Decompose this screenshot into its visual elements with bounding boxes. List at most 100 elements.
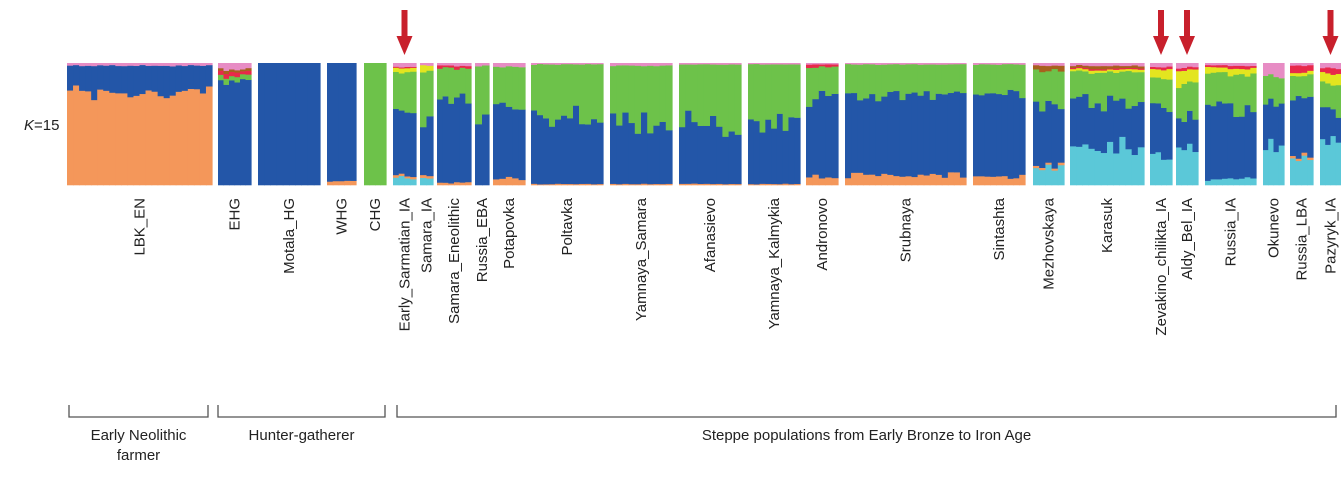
bar-segment-blue [327,63,334,182]
bar-segment-pink [984,63,991,65]
bar-segment-orange [549,183,556,186]
bar-segment-green [935,64,943,94]
bar-segment-blue [1181,121,1188,151]
bar-segment-red [1233,65,1240,69]
bar-segment-pink [193,63,201,66]
bar-segment-red [1192,67,1199,70]
bar-segment-red [240,71,247,75]
population-block-poltavka [531,63,604,186]
bar-segment-orange [404,176,411,179]
bar-segment-green [1335,84,1341,118]
bar-segment-yellow [1176,70,1183,89]
k-label-prefix: K [24,117,35,134]
bar-segment-orange [205,86,213,186]
bar-segment-green [1244,76,1251,106]
bar-segment-blue [454,97,461,183]
bar-segment-green [404,71,411,113]
bar-segment-blue [641,112,648,184]
k-label-suffix: =15 [34,117,59,134]
bar-segment-cyan [1150,153,1157,186]
bar-segment-blue [67,65,74,91]
bar-segment-orange [825,177,833,186]
bar-segment-cyan [1263,149,1269,186]
bar-segment-pink [1131,63,1139,66]
bar-segment-green [748,63,755,120]
group-bracket-2: Hunter-gatherer [217,405,386,444]
bar-segment-red [218,70,225,75]
population-label-yamnaya-samara: Yamnaya_Samara [633,197,650,321]
bar-segment-green [1013,64,1020,92]
bar-segment-blue [1107,95,1114,142]
bar-segment-red [1094,68,1102,71]
bar-segment-orange [881,173,888,186]
bar-segment-green [1150,77,1157,104]
bar-segment-orange [628,183,636,186]
bar-segment-green [437,68,444,100]
bar-segment-blue [245,79,252,186]
group-brackets-layer: Early Neolithic farmer Hunter-gatherer Step… [68,405,1337,464]
bar-segment-orange [941,177,949,186]
bar-segment-orange [728,183,736,186]
bar-segment-blue [1244,104,1251,178]
bar-segment-orange [151,91,159,186]
bar-segment-orange [857,172,864,186]
bar-segment-blue [973,94,980,177]
bar-segment-blue [782,130,790,184]
bar-segment-blue [1019,97,1026,175]
bar-segment-blue [610,113,617,184]
bar-segment-blue [1273,106,1280,153]
bar-segment-pink [1233,63,1240,66]
bar-segment-pink [187,63,195,66]
bar-segment-green [1161,78,1168,108]
bar-segment-pink [734,63,742,65]
bar-segment-green [240,74,247,80]
bar-segment-blue [753,120,761,185]
bar-segment-blue [344,63,351,181]
bar-segment-pink [710,63,717,65]
bar-segment-cyan [1205,180,1212,186]
bar-segment-pink [163,63,171,66]
bar-segment-cyan [393,177,400,186]
bar-segment-cyan [1181,149,1188,186]
bar-segment-green [875,64,882,102]
bar-segment-blue [295,63,302,186]
bar-segment-blue [941,94,949,178]
bar-segment-blue [857,100,864,173]
bar-segment-green [776,64,784,114]
bar-segment-blue [947,92,955,173]
bar-segment-yellow [1290,72,1297,76]
bar-segment-yellow [1137,69,1145,73]
bar-segment-pink [79,63,86,67]
bar-segment-blue [794,117,801,185]
bar-segment-pink [499,63,507,68]
bar-segment-orange [685,183,692,186]
bar-segment-green [1007,63,1015,90]
bar-segment-orange [899,176,907,186]
bar-segment-orange [410,176,417,180]
bar-segment-brown [1088,65,1096,70]
bar-segment-pink [555,63,562,65]
bar-segment-pink [978,63,986,65]
bar-segment-yellow [1094,70,1102,73]
bar-segment-blue [679,126,686,184]
bar-segment-green [887,64,894,92]
population-label-mezhovskaya: Mezhovskaya [1041,197,1058,289]
bar-segment-pink [753,63,761,65]
bar-segment-green [753,63,761,122]
bar-segment-pink [990,63,997,65]
bar-segment-green [722,64,730,137]
bar-segment-red [1227,65,1234,70]
bar-segment-blue [1205,104,1212,181]
bar-segment-green [475,66,483,125]
population-block-russia-ia [1205,63,1257,186]
bar-segment-red [1210,65,1217,68]
bar-segment-pink [475,63,483,67]
bar-segment-green [218,74,225,81]
population-block-andronovo [806,63,839,186]
bar-segment-brown [1094,65,1102,70]
population-label-russia-eba: Russia_EBA [474,198,491,282]
population-label-zevakino-chilikta-ia: Zevakino_chilikta_IA [1153,198,1170,336]
bar-segment-pink [869,63,876,65]
bar-segment-pink [679,63,686,65]
bar-segment-red [410,66,417,68]
